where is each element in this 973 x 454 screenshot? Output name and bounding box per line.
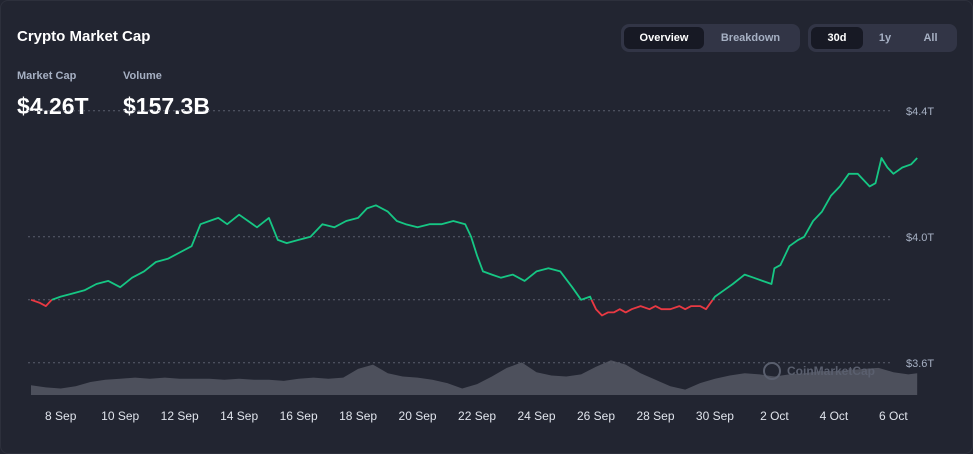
- watermark-text: CoinMarketCap: [787, 364, 875, 378]
- y-tick-label: $3.6T: [906, 358, 934, 370]
- x-tick-label: 30 Sep: [696, 409, 734, 423]
- range-all-tab[interactable]: All: [923, 32, 938, 44]
- volume-area: [30, 360, 918, 395]
- x-tick-label: 2 Oct: [760, 409, 789, 423]
- x-tick-label: 18 Sep: [339, 409, 377, 423]
- market-cap-label: Market Cap: [17, 70, 77, 82]
- overview-tab[interactable]: Overview: [624, 27, 704, 49]
- volume-label: Volume: [123, 70, 162, 82]
- x-tick-label: 28 Sep: [636, 409, 674, 423]
- x-tick-label: 10 Sep: [101, 409, 139, 423]
- range-30d-tab[interactable]: 30d: [811, 27, 863, 49]
- coinmarketcap-logo-icon: [763, 362, 781, 380]
- x-tick-label: 14 Sep: [220, 409, 258, 423]
- y-tick-label: $4.0T: [906, 232, 934, 244]
- x-tick-label: 24 Sep: [518, 409, 556, 423]
- x-tick-label: 20 Sep: [399, 409, 437, 423]
- price-line-up-segment: [711, 157, 918, 301]
- x-tick-label: 6 Oct: [879, 409, 908, 423]
- price-line-down-segment: [590, 299, 714, 317]
- x-tick-label: 8 Sep: [45, 409, 77, 423]
- price-line: [30, 157, 918, 317]
- price-line-up-segment: [51, 204, 593, 301]
- range-toggle: 30d 1y All: [808, 24, 957, 52]
- volume-bars: [30, 360, 918, 395]
- y-axis: $4.4T $4.0T $3.6T: [906, 106, 934, 370]
- chart-title: Crypto Market Cap: [17, 28, 151, 45]
- volume-value: $157.3B: [123, 93, 210, 119]
- breakdown-tab[interactable]: Breakdown: [720, 32, 781, 44]
- x-tick-label: 16 Sep: [280, 409, 318, 423]
- view-toggle: Overview Breakdown: [621, 24, 800, 52]
- x-tick-label: 22 Sep: [458, 409, 496, 423]
- range-1y-tab[interactable]: 1y: [878, 32, 892, 44]
- y-tick-label: $4.4T: [906, 106, 934, 118]
- x-tick-label: 12 Sep: [161, 409, 199, 423]
- coinmarketcap-watermark: CoinMarketCap: [763, 362, 875, 380]
- market-cap-value: $4.26T: [17, 93, 89, 119]
- x-tick-label: 26 Sep: [577, 409, 615, 423]
- grid-lines: [28, 110, 893, 364]
- x-tick-label: 4 Oct: [820, 409, 849, 423]
- x-axis: 8 Sep 10 Sep 12 Sep 14 Sep 16 Sep 18 Sep 20 Se…: [45, 409, 908, 423]
- price-line-down-segment: [30, 298, 53, 307]
